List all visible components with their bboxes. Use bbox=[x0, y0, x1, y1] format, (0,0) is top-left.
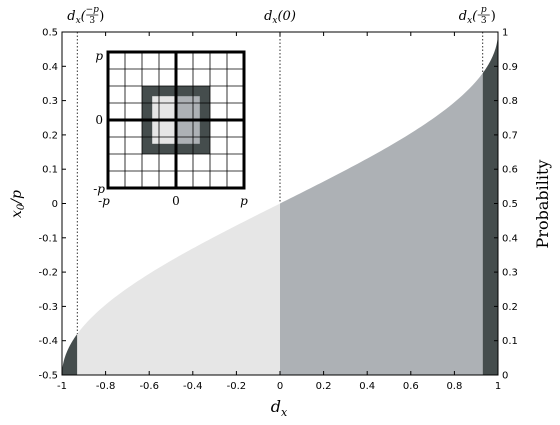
y-tick-left-label: 0.1 bbox=[42, 165, 58, 176]
y-tick-right-label: 1 bbox=[502, 28, 508, 39]
area-dark-left bbox=[62, 333, 78, 375]
inset-tick-top: p bbox=[95, 49, 103, 63]
inset-tick-left: -p bbox=[98, 194, 110, 208]
inset-tick-right: p bbox=[240, 194, 248, 208]
inset-tick-center: 0 bbox=[172, 194, 180, 208]
y-tick-right-label: 0.4 bbox=[502, 233, 518, 244]
area-dark-right bbox=[482, 32, 498, 375]
y-axis-left-label: x0/p bbox=[9, 190, 27, 218]
reference-label-func: dx( bbox=[67, 9, 86, 26]
reference-label-paren-close: ) bbox=[99, 9, 104, 24]
y-tick-left-label: -0.1 bbox=[38, 233, 58, 244]
reference-label-numerator: −p bbox=[86, 5, 100, 15]
inset-tick-bottom: -p bbox=[93, 182, 105, 196]
y-tick-right-label: 0.7 bbox=[502, 130, 518, 141]
y-tick-left-label: -0.2 bbox=[38, 268, 58, 279]
inset-border bbox=[106, 50, 246, 190]
reference-label-func: dx(0) bbox=[264, 9, 296, 26]
x-tick-label: 0.8 bbox=[446, 381, 462, 392]
reference-label-paren-open: ( bbox=[81, 9, 87, 24]
x-tick-label: 0 bbox=[277, 381, 283, 392]
y-tick-right-label: 0.3 bbox=[502, 268, 518, 279]
y-tick-right-label: 0.6 bbox=[502, 165, 518, 176]
reference-lines bbox=[76, 32, 484, 334]
y-tick-left-label: 0.2 bbox=[42, 130, 58, 141]
y-tick-left-label: 0.4 bbox=[42, 62, 58, 73]
reference-label-numerator: p bbox=[481, 5, 487, 15]
inset-diagram: p 0 -p-p 0 p bbox=[93, 49, 248, 208]
reference-label-2: dx(p3) bbox=[459, 5, 496, 26]
area-regions bbox=[62, 32, 498, 375]
reference-label-denominator: 3 bbox=[89, 16, 95, 26]
y-tick-right-label: 0.5 bbox=[502, 199, 518, 210]
area-medium bbox=[280, 73, 483, 375]
x-tick-label: 0.6 bbox=[403, 381, 419, 392]
y-tick-left-label: 0 bbox=[52, 199, 58, 210]
y-tick-left-label: 0.5 bbox=[42, 28, 58, 39]
reference-label-paren-open: ( bbox=[472, 9, 478, 24]
reference-label-denominator: 3 bbox=[481, 16, 487, 26]
reference-line-labels: dx(−p3) dx(0) dx(p3) bbox=[67, 5, 496, 26]
y-tick-left-label: -0.4 bbox=[38, 336, 58, 347]
y-tick-right-label: 0 bbox=[502, 371, 508, 382]
x-tick-label: -0.8 bbox=[96, 381, 116, 392]
y-axis-right-label: Probability bbox=[533, 160, 552, 249]
y-tick-right-label: 0.9 bbox=[502, 62, 518, 73]
reference-label-0: dx(−p3) bbox=[67, 5, 104, 26]
x-tick-label: -0.4 bbox=[183, 381, 203, 392]
x-axis-label: dx bbox=[271, 397, 288, 419]
x-tick-label: -0.2 bbox=[227, 381, 247, 392]
inset-tick-mid: 0 bbox=[95, 113, 103, 127]
x-tick-label: 1 bbox=[495, 381, 501, 392]
reference-label-1: dx(0) bbox=[264, 9, 296, 26]
y-tick-right-label: 0.8 bbox=[502, 96, 518, 107]
y-tick-left-label: -0.5 bbox=[38, 371, 58, 382]
reference-label-paren-close: ) bbox=[491, 9, 496, 24]
x-tick-label: 0.2 bbox=[316, 381, 332, 392]
reference-label-sub: x bbox=[272, 16, 277, 26]
x-tick-label: 0.4 bbox=[359, 381, 375, 392]
reference-label-sub: x bbox=[76, 16, 81, 26]
reference-label-arg: (0) bbox=[277, 9, 295, 24]
x-tick-label: -0.6 bbox=[139, 381, 159, 392]
reference-label-sub: x bbox=[467, 16, 472, 26]
y-tick-right-label: 0.2 bbox=[502, 302, 518, 313]
x-tick-label: -1 bbox=[57, 381, 67, 392]
reference-label-func: dx( bbox=[459, 9, 478, 26]
area-light bbox=[77, 203, 280, 375]
y-tick-left-label: -0.3 bbox=[38, 302, 58, 313]
y-tick-left-label: 0.3 bbox=[42, 96, 58, 107]
y-tick-right-label: 0.1 bbox=[502, 336, 518, 347]
axis-ticks: -1 -0.8 -0.6 -0.4 -0.2 0 0.2 0.4 0.6 0.8 1 -0.5 -0.4… bbox=[38, 28, 517, 393]
